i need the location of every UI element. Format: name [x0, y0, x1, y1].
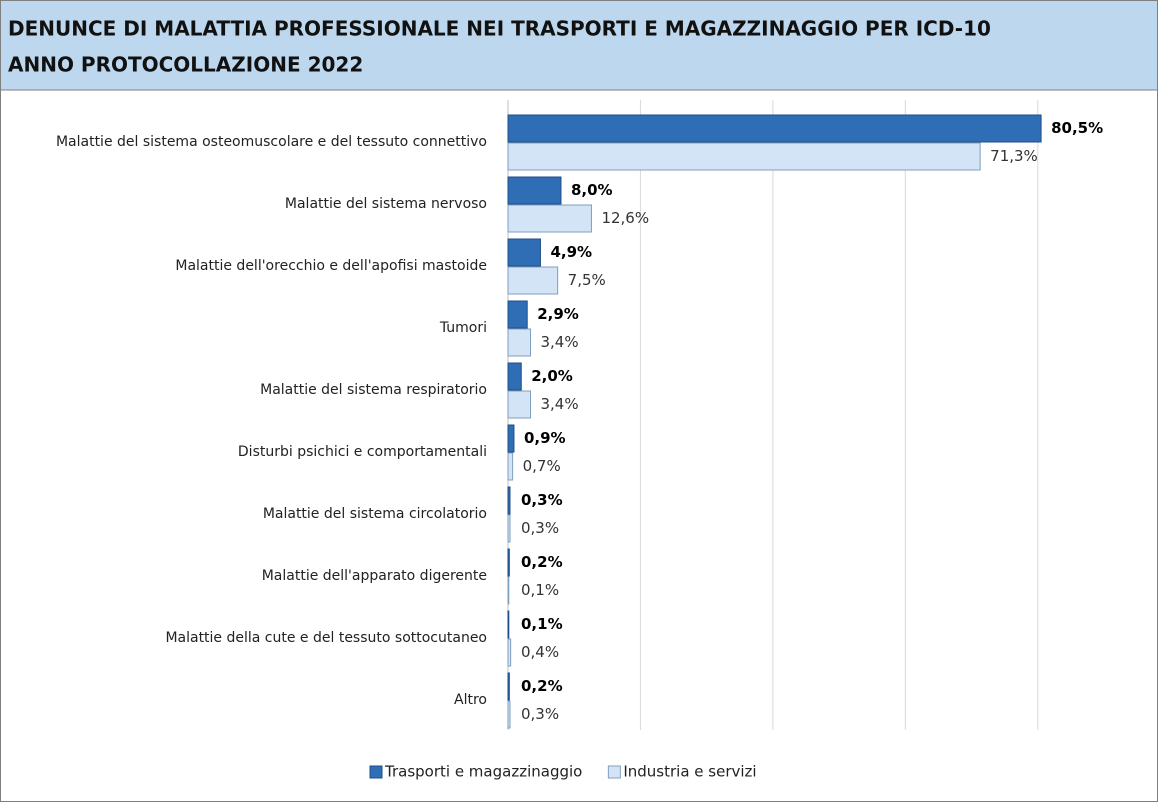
value-label: 0,3%: [521, 491, 563, 509]
bar: [507, 672, 510, 701]
chart-subtitle: ANNO PROTOCOLLAZIONE 2022: [8, 53, 363, 77]
bar: [507, 114, 1042, 143]
bar: [507, 548, 510, 577]
category-label: Malattie del sistema nervoso: [285, 196, 487, 212]
value-label: 2,9%: [537, 305, 579, 323]
bar: [507, 576, 510, 605]
bar: [507, 638, 512, 667]
legend-label: Trasporti e magazzinaggio: [384, 763, 582, 781]
category-label: Malattie dell'orecchio e dell'apofisi ma…: [175, 258, 487, 274]
bar: [507, 700, 511, 729]
bar: [507, 142, 981, 171]
bar: [507, 424, 515, 453]
bar: [507, 266, 559, 295]
bar: [507, 300, 528, 329]
category-label: Malattie del sistema respiratorio: [260, 382, 487, 398]
category-label: Disturbi psichici e comportamentali: [238, 444, 487, 460]
bar: [507, 610, 510, 639]
value-label: 0,4%: [521, 643, 559, 661]
value-label: 0,9%: [524, 429, 566, 447]
category-label: Altro: [454, 692, 487, 708]
bar: [507, 514, 511, 543]
legend-swatch: [369, 765, 383, 779]
value-label: 0,2%: [521, 677, 563, 695]
value-label: 7,5%: [568, 271, 606, 289]
chart-title: DENUNCE DI MALATTIA PROFESSIONALE NEI TR…: [8, 17, 991, 41]
category-label: Malattie del sistema osteomuscolare e de…: [56, 134, 487, 150]
legend-label: Industria e servizi: [623, 763, 756, 781]
category-label: Malattie della cute e del tessuto sottoc…: [165, 630, 487, 646]
bar: [507, 486, 511, 515]
value-label: 4,9%: [550, 243, 592, 261]
legend-swatch: [607, 765, 621, 779]
value-label: 3,4%: [541, 333, 579, 351]
value-label: 71,3%: [990, 147, 1038, 165]
value-label: 3,4%: [541, 395, 579, 413]
bar: [507, 390, 532, 419]
title-band: [1, 1, 1157, 90]
value-label: 2,0%: [531, 367, 573, 385]
value-label: 0,3%: [521, 519, 559, 537]
category-label: Malattie del sistema circolatorio: [263, 506, 487, 522]
bar: [507, 204, 592, 233]
value-label: 0,3%: [521, 705, 559, 723]
value-label: 8,0%: [571, 181, 613, 199]
bar: [507, 176, 562, 205]
bar: [507, 328, 532, 357]
category-label: Malattie dell'apparato digerente: [262, 568, 487, 584]
value-label: 0,2%: [521, 553, 563, 571]
value-label: 0,1%: [521, 581, 559, 599]
value-label: 0,7%: [523, 457, 561, 475]
category-label: Tumori: [439, 320, 487, 336]
bar: [507, 452, 514, 481]
value-label: 12,6%: [601, 209, 649, 227]
bar: [507, 362, 522, 391]
value-label: 0,1%: [521, 615, 563, 633]
bar: [507, 238, 541, 267]
value-label: 80,5%: [1051, 119, 1103, 137]
